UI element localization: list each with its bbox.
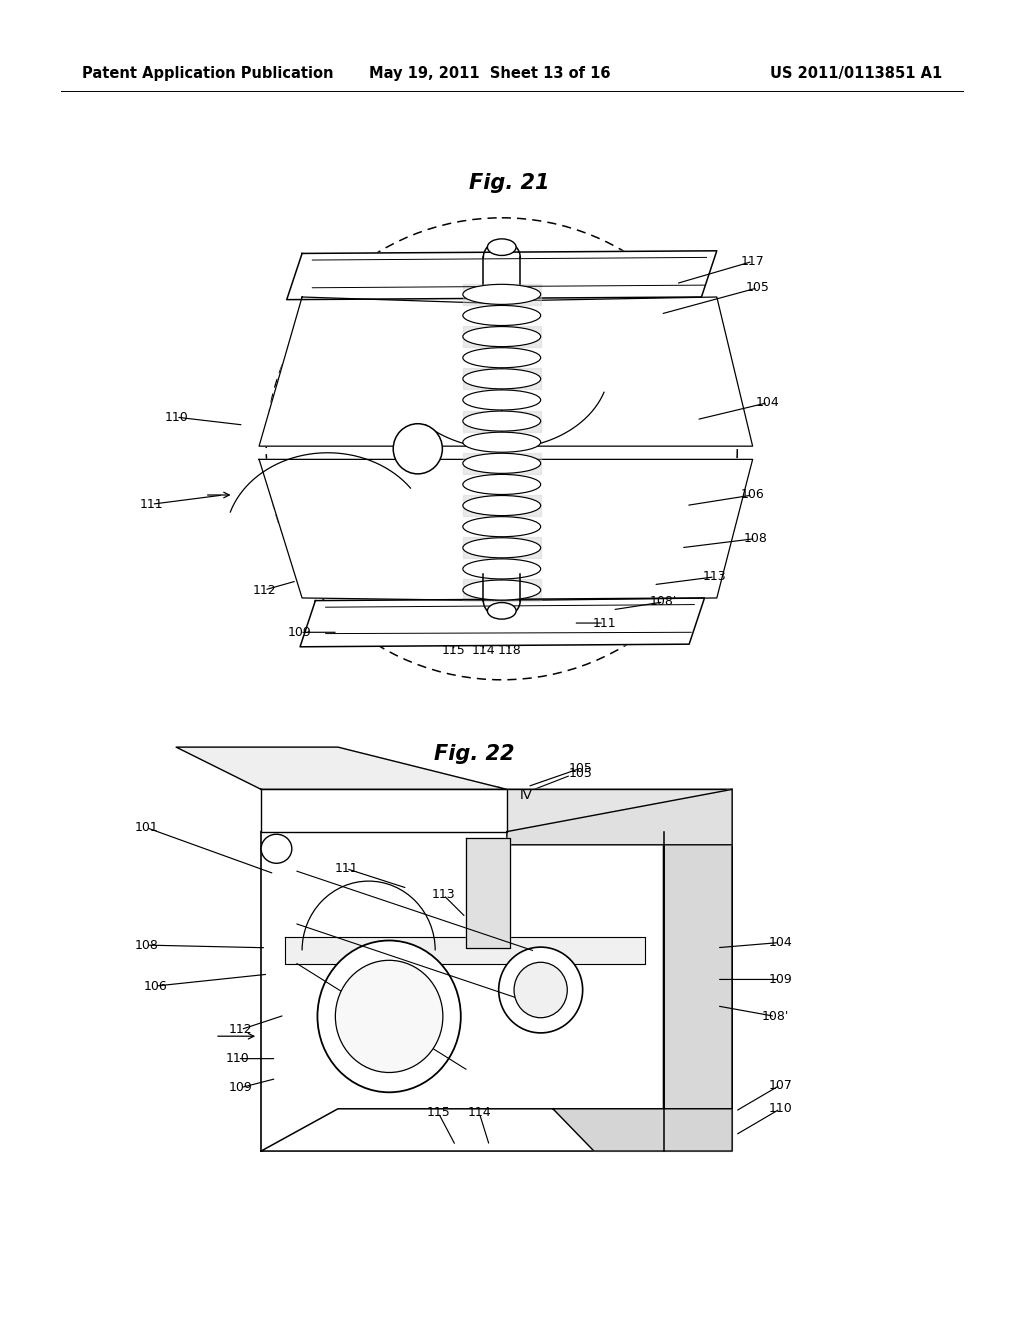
Text: Fig. 21: Fig. 21: [469, 173, 549, 194]
Ellipse shape: [487, 602, 516, 619]
Text: 105: 105: [745, 281, 770, 294]
Text: 110: 110: [225, 1052, 250, 1065]
Polygon shape: [463, 495, 541, 516]
Text: Patent Application Publication: Patent Application Publication: [82, 66, 334, 82]
Polygon shape: [285, 937, 645, 964]
Text: 111: 111: [334, 862, 358, 875]
Ellipse shape: [463, 558, 541, 579]
Text: 115: 115: [441, 644, 466, 657]
Polygon shape: [463, 453, 541, 474]
Polygon shape: [463, 284, 541, 305]
Polygon shape: [463, 537, 541, 558]
Text: May 19, 2011  Sheet 13 of 16: May 19, 2011 Sheet 13 of 16: [369, 66, 610, 82]
Text: 101: 101: [134, 821, 159, 834]
Polygon shape: [502, 297, 753, 446]
Text: 115: 115: [426, 1106, 451, 1119]
Text: 109: 109: [288, 626, 312, 639]
Ellipse shape: [463, 368, 541, 389]
Text: 111: 111: [139, 498, 164, 511]
Polygon shape: [300, 598, 705, 647]
Text: IV: IV: [520, 789, 534, 803]
Ellipse shape: [499, 948, 583, 1032]
Polygon shape: [261, 789, 507, 832]
Polygon shape: [463, 326, 541, 347]
Ellipse shape: [261, 834, 292, 863]
Ellipse shape: [463, 495, 541, 516]
Text: 105: 105: [568, 762, 593, 775]
Ellipse shape: [266, 218, 737, 680]
Polygon shape: [507, 789, 732, 845]
Text: 117: 117: [740, 255, 765, 268]
Text: 114: 114: [467, 1106, 492, 1119]
Text: 107: 107: [768, 1078, 793, 1092]
Ellipse shape: [463, 474, 541, 495]
Text: 109: 109: [768, 973, 793, 986]
Text: 111: 111: [592, 616, 616, 630]
Ellipse shape: [463, 453, 541, 474]
Ellipse shape: [463, 389, 541, 411]
Polygon shape: [502, 459, 753, 601]
Polygon shape: [261, 1109, 732, 1151]
Text: 106: 106: [143, 979, 168, 993]
Polygon shape: [553, 1109, 732, 1151]
Text: 108': 108': [650, 595, 677, 609]
Text: 114: 114: [471, 644, 496, 657]
Text: 118: 118: [498, 644, 522, 657]
Text: 109: 109: [228, 1081, 253, 1094]
Polygon shape: [463, 411, 541, 432]
Polygon shape: [259, 459, 502, 601]
Polygon shape: [466, 838, 510, 948]
Text: 108: 108: [743, 532, 768, 545]
Ellipse shape: [463, 326, 541, 347]
Ellipse shape: [463, 284, 541, 305]
Text: Fig. 22: Fig. 22: [434, 743, 514, 764]
Text: 113: 113: [702, 570, 727, 583]
Text: 108': 108': [762, 1010, 788, 1023]
Ellipse shape: [463, 347, 541, 368]
Text: 113: 113: [431, 888, 456, 902]
Polygon shape: [259, 297, 502, 446]
Ellipse shape: [463, 537, 541, 558]
Text: 112: 112: [252, 583, 276, 597]
Text: 112: 112: [228, 1023, 253, 1036]
Text: 108: 108: [134, 939, 159, 952]
Polygon shape: [463, 579, 541, 601]
Text: 104: 104: [768, 936, 793, 949]
Ellipse shape: [463, 305, 541, 326]
Ellipse shape: [393, 424, 442, 474]
Text: US 2011/0113851 A1: US 2011/0113851 A1: [770, 66, 942, 82]
Polygon shape: [664, 789, 732, 1151]
Text: 110: 110: [164, 411, 188, 424]
Ellipse shape: [514, 962, 567, 1018]
Ellipse shape: [463, 411, 541, 432]
Text: 110: 110: [768, 1102, 793, 1115]
Ellipse shape: [463, 432, 541, 453]
Polygon shape: [176, 747, 507, 789]
Polygon shape: [463, 368, 541, 389]
Text: 106: 106: [740, 488, 765, 502]
Polygon shape: [261, 789, 732, 832]
Text: 105: 105: [568, 767, 592, 780]
Ellipse shape: [317, 940, 461, 1093]
Text: 104: 104: [756, 396, 780, 409]
Ellipse shape: [463, 579, 541, 601]
Ellipse shape: [463, 516, 541, 537]
Ellipse shape: [336, 961, 442, 1072]
Polygon shape: [287, 251, 717, 300]
Polygon shape: [261, 832, 664, 1151]
Ellipse shape: [487, 239, 516, 256]
